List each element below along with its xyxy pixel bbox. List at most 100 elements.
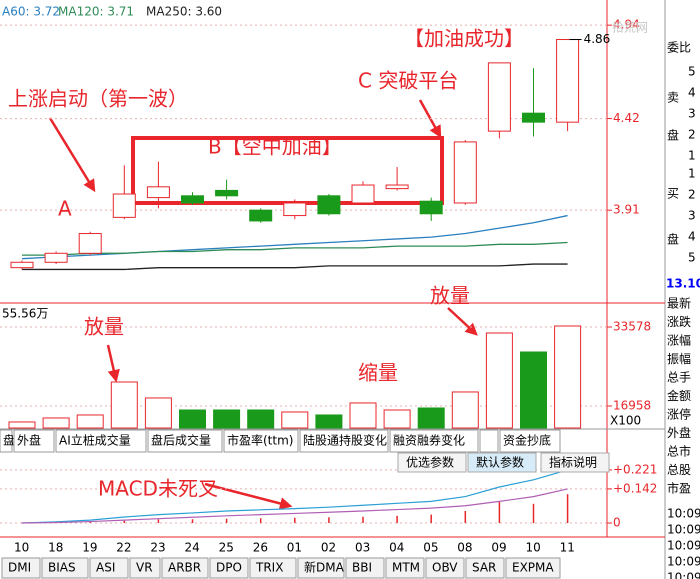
candle-body: [249, 209, 273, 222]
tab[interactable]: [299, 429, 389, 453]
indicator-tab[interactable]: [505, 557, 561, 579]
indicator-tab-label[interactable]: ASI: [96, 561, 115, 575]
volume-bar: [349, 402, 377, 429]
indicator-tab[interactable]: [297, 557, 345, 579]
tab-label[interactable]: 盘: [3, 433, 15, 448]
side-time: 10:09: [667, 507, 700, 521]
y-tick-label: +0.142: [613, 481, 657, 495]
indicator-tab[interactable]: [209, 557, 249, 579]
side-level: 4: [688, 86, 696, 100]
indicator-tab-label[interactable]: MTM: [392, 561, 420, 575]
side-text: 买: [667, 187, 679, 201]
candle-body: [10, 261, 34, 269]
x-tick-label: 25: [219, 541, 234, 555]
side-field: 振幅: [667, 351, 691, 366]
candle-body: [44, 252, 68, 263]
volume-bar: [247, 409, 275, 429]
volume-bar: [110, 381, 138, 429]
indicator-tab[interactable]: [129, 557, 161, 579]
volume-bar: [383, 409, 411, 429]
ma-line: [22, 263, 568, 271]
volume-bar: [315, 414, 343, 429]
side-price: 13.10: [666, 277, 700, 291]
ma-label: MA250: 3.60: [146, 5, 222, 19]
annotation: 放量: [430, 284, 470, 308]
indicator-tab[interactable]: [385, 557, 425, 579]
param-button[interactable]: [540, 452, 610, 473]
candle-body: [78, 233, 102, 254]
indicator-tab[interactable]: [1, 557, 41, 579]
y-tick-label: 4.42: [613, 111, 640, 125]
side-time: 10:09: [667, 555, 700, 569]
side-field: 总市: [667, 444, 691, 459]
volume-label: 55.56万: [2, 307, 48, 321]
param-button-label[interactable]: 优选参数: [406, 455, 454, 470]
annotation: 缩量: [358, 361, 398, 385]
y-tick-label: 33578: [613, 320, 651, 334]
tab[interactable]: [479, 429, 499, 453]
indicator-tab[interactable]: [161, 557, 209, 579]
tab[interactable]: [223, 429, 299, 453]
param-button[interactable]: [467, 452, 537, 473]
side-time: 10:09: [667, 539, 700, 553]
x-tick-label: 03: [355, 541, 370, 555]
side-level: 2: [688, 128, 696, 142]
side-field: 总股: [667, 463, 691, 477]
indicator-tab-label[interactable]: 新DMA: [304, 560, 345, 575]
side-text: 卖: [667, 91, 679, 105]
indicator-tab-label[interactable]: DPO: [216, 561, 242, 575]
tab-label[interactable]: 陆股通持股变化: [303, 433, 387, 448]
annotation: A: [58, 197, 72, 221]
indicator-tab-label[interactable]: SAR: [472, 561, 496, 575]
tab[interactable]: [0, 429, 13, 453]
x-tick-label: 18: [48, 541, 63, 555]
tab-label[interactable]: AI立桩成交量: [59, 433, 131, 448]
tab[interactable]: [389, 429, 479, 453]
side-field: 涨跌: [667, 314, 691, 329]
tab-label[interactable]: 市盈率(ttm): [227, 433, 293, 448]
indicator-tab-label[interactable]: OBV: [432, 561, 458, 575]
side-text: 委比: [667, 41, 691, 55]
tab-label[interactable]: 外盘: [17, 433, 41, 448]
indicator-tab[interactable]: [345, 557, 385, 579]
indicator-tab-label[interactable]: DMI: [8, 561, 31, 575]
indicator-tab[interactable]: [89, 557, 129, 579]
x-tick-label: 04: [389, 541, 404, 555]
indicator-tab-label[interactable]: EXPMA: [512, 561, 554, 575]
param-button[interactable]: [397, 452, 467, 473]
tab[interactable]: [499, 429, 561, 453]
indicator-tab[interactable]: [465, 557, 505, 579]
param-button-label[interactable]: 默认参数: [476, 455, 524, 470]
side-field: 涨停: [667, 407, 691, 422]
y-tick-label: 16958: [613, 399, 651, 413]
indicator-tab[interactable]: [41, 557, 89, 579]
annotation: 放量: [84, 315, 124, 339]
side-level: 1: [688, 149, 696, 163]
indicator-tab-label[interactable]: BIAS: [48, 561, 76, 575]
side-field: 外盘: [667, 425, 691, 440]
ma-label: A60: 3.72: [2, 5, 60, 19]
tab[interactable]: [13, 429, 55, 453]
candle-body: [522, 112, 545, 123]
candle-body: [112, 193, 136, 218]
indicator-tab-label[interactable]: ARBR: [168, 561, 201, 575]
side-field: 涨幅: [667, 333, 691, 348]
param-button-label[interactable]: 指标说明: [549, 455, 597, 470]
tab[interactable]: [147, 429, 223, 453]
tab[interactable]: [55, 429, 147, 453]
tab-label[interactable]: 盘后成交量: [151, 433, 211, 448]
tab-label[interactable]: 融资融券变化: [393, 433, 465, 448]
side-text: 盘: [667, 128, 679, 143]
indicator-tab-label[interactable]: VR: [136, 561, 153, 575]
tab-label[interactable]: 资金抄底: [503, 433, 551, 448]
macd-line: [21, 488, 568, 524]
indicator-tab-label[interactable]: TRIX: [255, 561, 283, 575]
indicator-tab[interactable]: [249, 557, 297, 579]
x-tick-label: 23: [150, 541, 165, 555]
tab-label[interactable]: L2: [483, 434, 497, 448]
indicator-tab[interactable]: [425, 557, 465, 579]
side-level: 3: [688, 209, 696, 223]
candle-body: [556, 39, 580, 123]
indicator-tab-label[interactable]: BBI: [352, 561, 372, 575]
